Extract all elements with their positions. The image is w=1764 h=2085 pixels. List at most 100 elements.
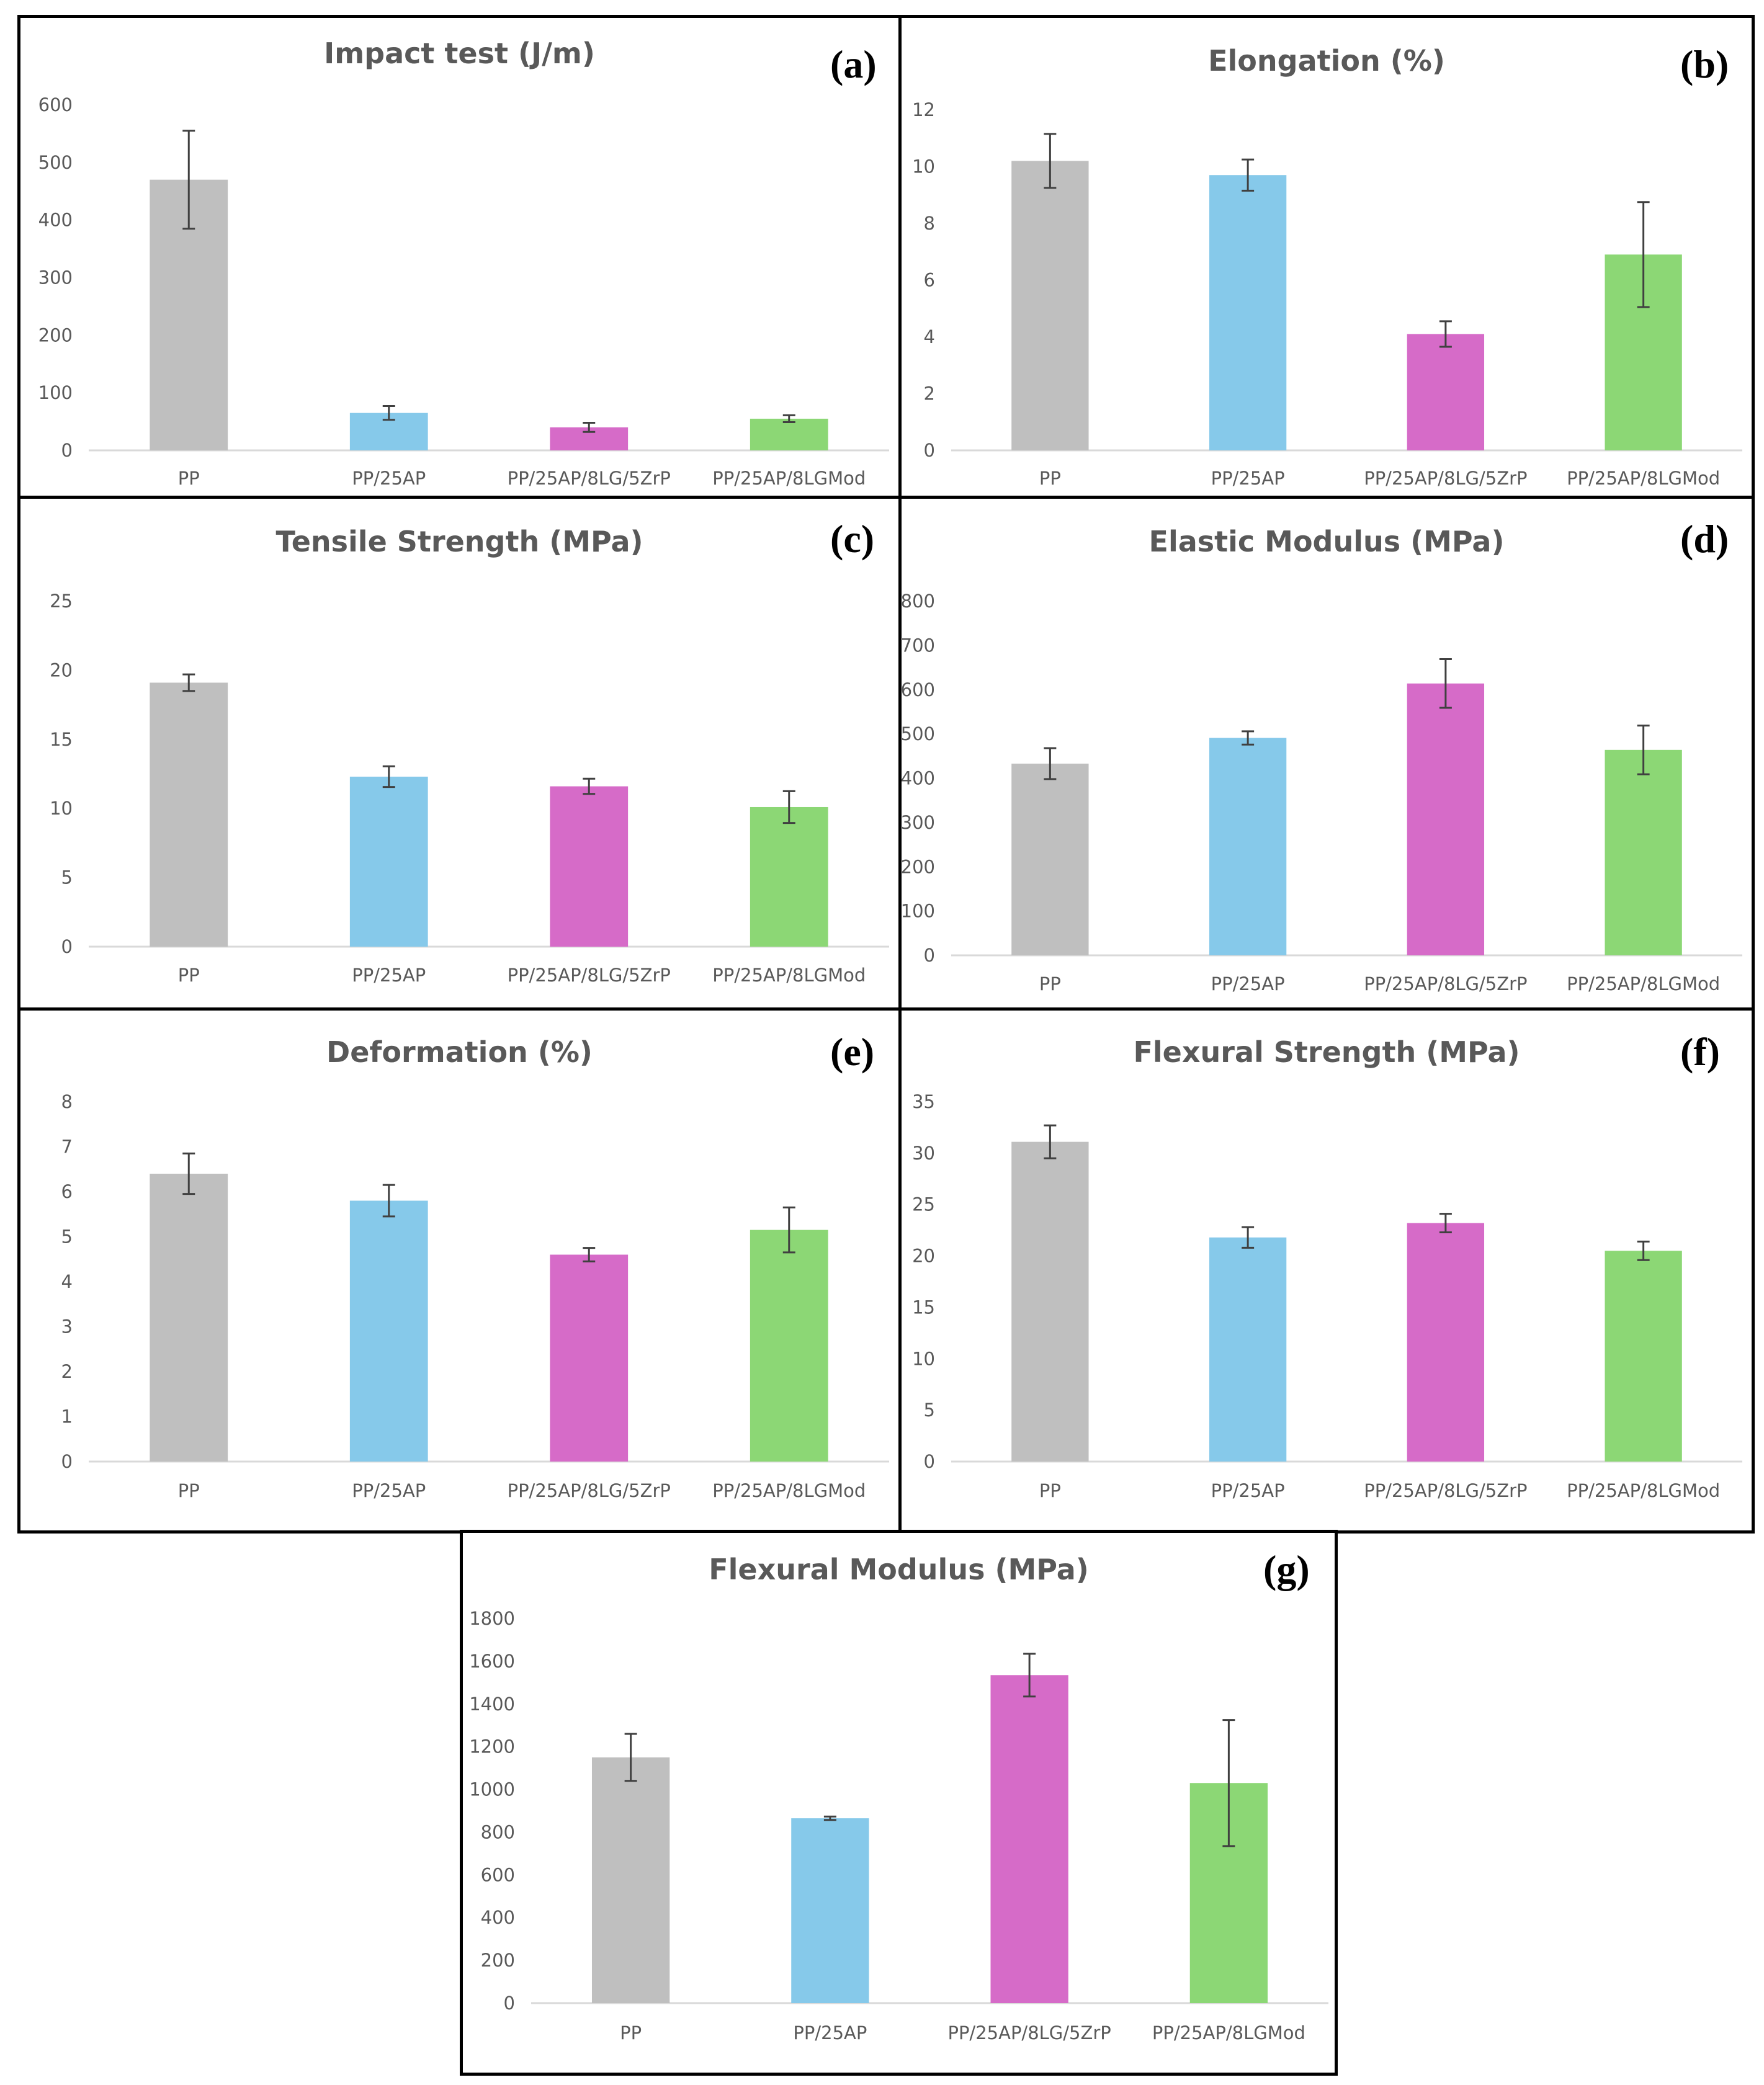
y-tick-label: 8 (924, 213, 935, 234)
bar-pp-25ap-8lg-5zrp (990, 1675, 1068, 2003)
x-tick-label: PP/25AP/8LG/5ZrP (947, 2022, 1111, 2043)
panel-letter: (f) (1680, 1030, 1720, 1074)
y-tick-label: 25 (50, 591, 73, 612)
x-tick-label: PP/25AP/8LGMod (712, 965, 866, 986)
chart-plot: 0 100 200 300 400 500 600 PP PP/25AP PP/25AP/8LG/… (38, 94, 889, 489)
bar-pp-25ap-8lg-5zrp (550, 1254, 629, 1462)
y-tick-label: 0 (504, 1993, 515, 2014)
x-tick-label: PP/25AP/8LGMod (1567, 973, 1720, 994)
y-tick-label: 0 (924, 1451, 935, 1472)
y-tick-label: 4 (924, 326, 935, 347)
bar-pp-25ap-8lgmod (750, 1230, 828, 1462)
x-tick-label: PP/25AP (1211, 973, 1285, 994)
y-tick-label: 8 (61, 1091, 73, 1112)
y-tick-label: 6 (924, 270, 935, 291)
y-tick-label: 4 (61, 1271, 73, 1292)
panel-letter: (c) (830, 517, 875, 561)
bar-pp-25ap (349, 776, 428, 947)
y-tick-label: 1400 (469, 1694, 515, 1715)
y-tick-label: 500 (902, 723, 935, 744)
y-tick-label: 20 (50, 659, 73, 681)
x-tick-label: PP/25AP/8LGMod (712, 468, 866, 489)
chart-plot: 0 2 4 6 8 10 12 PP PP/25AP PP/25AP/8LG/5ZrP PP/25A… (912, 99, 1742, 489)
panel-elongation: Elongation (%) (b) 0 2 4 6 8 10 12 PP PP/25AP PP/… (898, 15, 1755, 499)
chart-plot: 0 5 10 15 20 25 PP PP/25AP PP/25AP/8LG/5ZrP PP/25… (50, 591, 889, 986)
y-tick-label: 20 (912, 1246, 935, 1267)
y-tick-label: 0 (61, 936, 73, 957)
y-tick-label: 400 (902, 768, 935, 789)
x-tick-label: PP (1039, 1480, 1061, 1501)
x-tick-label: PP/25AP/8LGMod (1567, 468, 1720, 489)
x-tick-label: PP/25AP/8LG/5ZrP (508, 1480, 671, 1501)
y-tick-label: 500 (38, 152, 73, 173)
y-tick-label: 2 (61, 1361, 73, 1382)
x-tick-label: PP/25AP/8LG/5ZrP (508, 468, 671, 489)
bar-pp (591, 1757, 670, 2003)
x-tick-label: PP/25AP/8LG/5ZrP (508, 965, 671, 986)
y-tick-label: 400 (481, 1907, 515, 1928)
x-tick-label: PP/25AP (352, 1480, 426, 1501)
y-tick-label: 0 (924, 440, 935, 461)
bar-pp (150, 682, 228, 947)
y-tick-label: 300 (38, 267, 73, 288)
x-tick-label: PP (178, 965, 200, 986)
bar-pp-25ap-8lg-5zrp (1407, 683, 1485, 955)
y-tick-label: 800 (481, 1821, 515, 1842)
chart-plot: 0 200 400 600 800 1000 1200 1400 1600 1800 PP PP/25… (469, 1608, 1328, 2043)
bar-pp (1011, 1141, 1089, 1462)
panel-letter: (a) (830, 42, 877, 86)
x-tick-label: PP (178, 1480, 200, 1501)
bar-pp-25ap (349, 1200, 428, 1462)
bar-pp-25ap-8lgmod (750, 418, 828, 450)
y-tick-label: 10 (912, 156, 935, 177)
y-tick-label: 0 (61, 440, 73, 461)
y-tick-label: 100 (902, 901, 935, 922)
y-tick-label: 3 (61, 1316, 73, 1337)
y-tick-label: 30 (912, 1143, 935, 1164)
y-tick-label: 800 (902, 591, 935, 612)
x-tick-label: PP/25AP (352, 965, 426, 986)
chart-title: Flexural Strength (MPa) (1133, 1035, 1520, 1069)
bar-pp (1011, 763, 1089, 955)
y-tick-label: 600 (38, 94, 73, 115)
panel-impact-test: Impact test (J/m) (a) 0 100 200 300 400 500 60… (17, 15, 902, 499)
chart-title: Elastic Modulus (MPa) (1148, 525, 1505, 558)
x-tick-label: PP (1039, 973, 1061, 994)
y-tick-label: 0 (61, 1451, 73, 1472)
bar-pp-25ap (1209, 175, 1287, 450)
x-tick-label: PP/25AP/8LG/5ZrP (1364, 973, 1527, 994)
bar-pp (1011, 161, 1089, 450)
y-tick-label: 1800 (469, 1608, 515, 1629)
panel-deformation: Deformation (%) (e) 0 1 2 3 4 5 6 7 8 PP PP/25AP PP… (17, 1007, 902, 1534)
bar-pp-25ap-8lgmod (1605, 1251, 1682, 1462)
y-tick-label: 5 (924, 1400, 935, 1421)
chart-title: Deformation (%) (326, 1035, 593, 1069)
y-tick-label: 35 (912, 1091, 935, 1112)
panel-letter: (e) (830, 1030, 875, 1074)
panel-tensile-strength: Tensile Strength (MPa) (c) 0 5 10 15 20 25 PP P… (17, 496, 902, 1011)
chart-title: Flexural Modulus (MPa) (709, 1553, 1089, 1586)
panel-letter: (g) (1263, 1547, 1310, 1591)
y-tick-label: 700 (902, 635, 935, 656)
x-tick-label: PP/25AP (1211, 1480, 1285, 1501)
x-tick-label: PP/25AP/8LGMod (712, 1480, 866, 1501)
y-tick-label: 12 (912, 99, 935, 120)
x-tick-label: PP/25AP/8LGMod (1152, 2022, 1305, 2043)
x-tick-label: PP/25AP/8LGMod (1567, 1480, 1720, 1501)
bar-pp-25ap-8lg-5zrp (1407, 334, 1485, 450)
y-tick-label: 1600 (469, 1651, 515, 1672)
x-tick-label: PP/25AP (1211, 468, 1285, 489)
x-tick-label: PP (178, 468, 200, 489)
y-tick-label: 15 (50, 729, 73, 750)
y-tick-label: 600 (902, 679, 935, 700)
chart-title: Elongation (%) (1208, 44, 1445, 78)
y-tick-label: 200 (481, 1950, 515, 1971)
y-tick-label: 15 (912, 1297, 935, 1318)
chart-title: Tensile Strength (MPa) (275, 525, 643, 558)
bar-pp-25ap-8lgmod (1605, 749, 1682, 955)
y-tick-label: 6 (61, 1181, 73, 1202)
x-tick-label: PP/25AP/8LG/5ZrP (1364, 468, 1527, 489)
y-tick-label: 25 (912, 1194, 935, 1215)
y-tick-label: 1 (61, 1406, 73, 1427)
y-tick-label: 1000 (469, 1779, 515, 1800)
